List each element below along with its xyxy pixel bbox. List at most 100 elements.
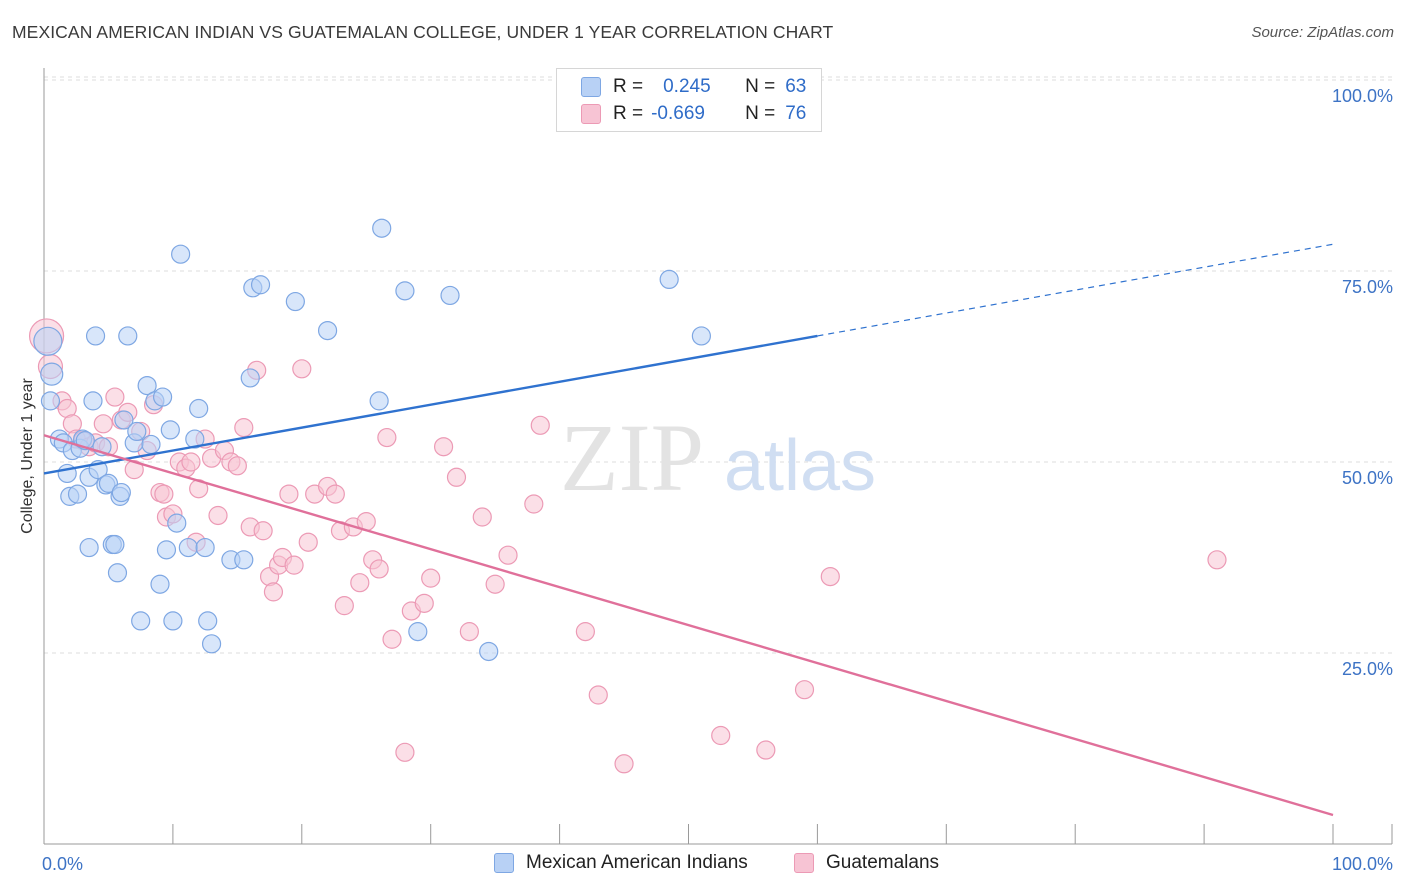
legend-n-label: N = — [745, 76, 776, 97]
mexican-american-indians-point — [372, 218, 392, 238]
mexican-american-indians-point — [141, 434, 161, 455]
mexican-american-indians-point — [171, 244, 191, 264]
mexican-american-indians-point — [67, 484, 88, 504]
mexican-american-indians-point — [163, 611, 183, 631]
legend-r-value: 0.245 — [663, 76, 711, 97]
guatemalans-point — [263, 582, 284, 602]
mexican-american-indians-point — [691, 326, 711, 346]
legend-n-label: N = — [745, 103, 776, 124]
trend-lines — [43, 243, 1334, 817]
watermark-zip: ZIP — [560, 404, 704, 511]
mexican-american-indians-trend-extension — [817, 243, 1334, 337]
guatemalans-point — [298, 532, 318, 552]
x-tick-label: 100.0% — [1332, 854, 1393, 874]
mexican-american-indians-point — [40, 391, 61, 411]
mexican-american-indians-point — [137, 376, 157, 396]
guatemalans-point — [382, 629, 402, 649]
mexican-american-indians-point — [395, 281, 415, 301]
guatemalans-point — [421, 568, 441, 588]
mexican-american-indians-point — [118, 326, 138, 346]
bottom-legend-pink: Guatemalans — [794, 852, 939, 874]
mexican-american-indians-point — [114, 410, 134, 430]
x-tick-label: 0.0% — [42, 854, 83, 874]
guatemalans-point — [414, 593, 434, 613]
mexican-american-indians-point — [160, 420, 180, 440]
mexican-american-indians-trend-line — [43, 334, 818, 475]
mexican-american-indians-point — [150, 574, 170, 594]
bottom-legend-swatch-pink — [794, 853, 814, 873]
mexican-american-indians-point — [240, 368, 260, 388]
guatemalans-point — [154, 484, 174, 504]
guatemalans-point — [350, 573, 370, 593]
mexican-american-indians-point — [479, 641, 499, 662]
watermark: ZIP atlas — [560, 404, 876, 511]
axes — [43, 68, 1393, 845]
guatemalans-point — [292, 359, 312, 379]
guatemalans-point — [530, 415, 550, 435]
guatemalans-point — [234, 418, 254, 438]
guatemalans-point — [498, 545, 518, 565]
guatemalans-point — [472, 507, 492, 527]
mexican-american-indians-point — [317, 320, 338, 341]
bottom-legend-blue: Mexican American Indians — [494, 852, 748, 874]
legend-swatch-pink — [581, 104, 601, 124]
mexican-american-indians-point — [40, 362, 64, 386]
mexican-american-indians-point — [234, 550, 254, 570]
guatemalans-point — [446, 467, 467, 487]
guatemalans-trend-line — [43, 434, 1334, 817]
guatemalans-point — [711, 725, 731, 746]
mexican-american-indians-point — [440, 285, 460, 306]
bottom-legend-label-pink: Guatemalans — [826, 852, 940, 873]
legend-r-label: R = — [613, 103, 644, 124]
legend-row-blue: R = 0.245 N = 63 — [581, 75, 806, 99]
mexican-american-indians-point — [107, 563, 128, 583]
guatemalans-point — [334, 596, 354, 616]
guatemalans-point — [588, 685, 608, 705]
mexican-american-indians-point — [167, 513, 187, 533]
mexican-american-indians-point — [659, 269, 679, 290]
mexican-american-indians-point — [185, 429, 205, 449]
legend-n-value: 63 — [785, 76, 807, 97]
mexican-american-indians-point — [33, 326, 63, 356]
guatemalans-point — [614, 754, 634, 774]
y-tick-label: 50.0% — [1342, 468, 1393, 488]
y-tick-label: 100.0% — [1332, 86, 1393, 106]
mexican-american-indians-point — [105, 534, 125, 555]
guatemalans-point — [459, 622, 479, 642]
y-tick-label: 25.0% — [1342, 659, 1393, 679]
legend-swatch-blue — [581, 77, 601, 97]
mexican-american-indians-point — [156, 540, 177, 560]
source-label: Source: ZipAtlas.com — [1251, 24, 1394, 41]
mexican-american-indians-point — [98, 473, 119, 493]
legend-row-pink: R = -0.669 N = 76 — [581, 102, 806, 126]
mexican-american-indians-point — [285, 291, 305, 312]
tick-labels: 25.0% 50.0% 75.0% 100.0% 0.0% 100.0% — [42, 86, 1393, 874]
guatemalans-point — [369, 559, 389, 579]
mexican-american-indians-point — [408, 622, 428, 642]
guatemalans-point — [105, 387, 125, 407]
mexican-american-indians-point — [127, 421, 147, 442]
mexican-american-indians-point — [111, 482, 131, 503]
mexican-american-indians-point — [79, 537, 99, 558]
guatemalans-point — [279, 484, 299, 504]
mexican-american-indians-point — [195, 537, 215, 558]
mexican-american-indians-point — [178, 537, 198, 558]
guatemalans-point — [377, 427, 397, 448]
correlation-legend: R = 0.245 N = 63 R = -0.669 N = 76 — [556, 68, 822, 132]
mexican-american-indians-point — [152, 387, 173, 407]
mexican-american-indians-point — [201, 634, 222, 654]
guatemalans-point — [524, 494, 544, 514]
guatemalans-point — [253, 521, 273, 541]
guatemalans-point — [93, 414, 113, 434]
guatemalans-point — [181, 452, 201, 472]
guatemalans-point — [485, 574, 505, 594]
guatemalans-point — [284, 555, 304, 575]
mexican-american-indians-point — [85, 326, 106, 346]
mexican-american-indians-point — [198, 611, 218, 631]
mexican-american-indians-point — [189, 398, 209, 419]
guatemalans-point — [1207, 550, 1227, 570]
mexican-american-indians-point — [369, 391, 389, 411]
y-tick-label: 75.0% — [1342, 277, 1393, 297]
guatemalans-point — [756, 740, 776, 760]
